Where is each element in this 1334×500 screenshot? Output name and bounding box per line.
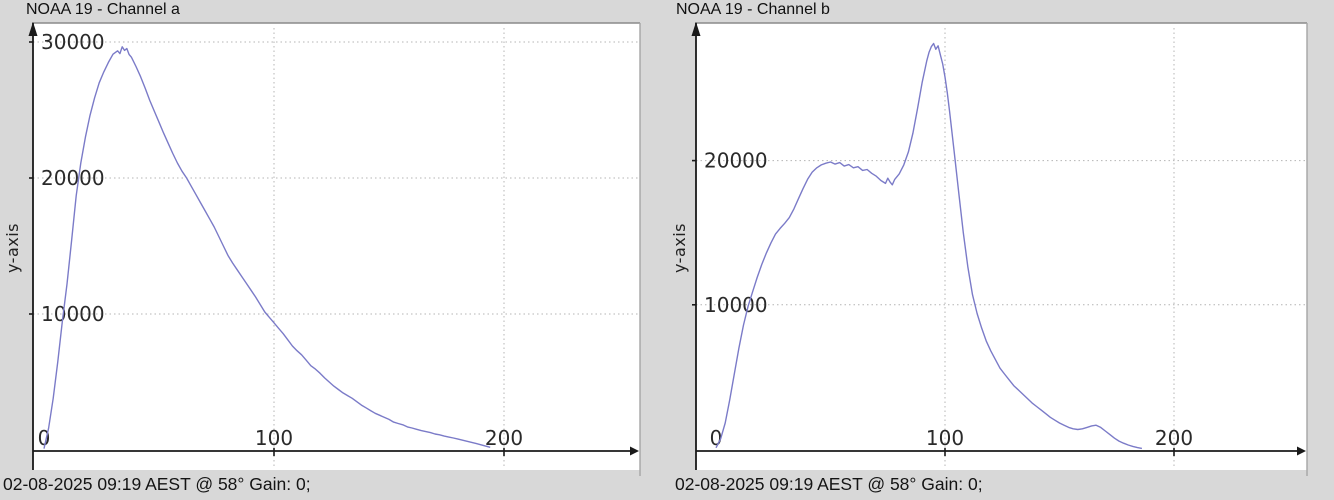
channel-b-panel: NOAA 19 - Channel b y-axis 10000 20000 0 10… [667, 0, 1334, 500]
svg-text:0: 0 [710, 426, 723, 450]
svg-text:20000: 20000 [704, 149, 768, 173]
pass-info-caption: 02-08-2025 09:19 AEST @ 58° Gain: 0; [3, 474, 311, 494]
y-axis-label: y-axis [3, 223, 22, 274]
svg-text:100: 100 [926, 426, 964, 450]
svg-text:10000: 10000 [41, 302, 105, 326]
svg-text:200: 200 [1155, 426, 1193, 450]
y-axis-label: y-axis [670, 223, 689, 274]
chart-title: NOAA 19 - Channel b [676, 1, 830, 18]
channel-a-panel: NOAA 19 - Channel a y-axis 10000 20000 300… [3, 1, 641, 494]
svg-text:20000: 20000 [41, 166, 105, 190]
pass-info-caption: 02-08-2025 09:19 AEST @ 58° Gain: 0; [675, 474, 983, 494]
chart-canvas-channel-b: 10000 20000 0 100 200 [691, 22, 1308, 476]
chart-title: NOAA 19 - Channel a [26, 1, 180, 18]
svg-text:200: 200 [485, 426, 523, 450]
svg-text:100: 100 [255, 426, 293, 450]
svg-text:10000: 10000 [704, 293, 768, 317]
svg-text:30000: 30000 [41, 30, 105, 54]
